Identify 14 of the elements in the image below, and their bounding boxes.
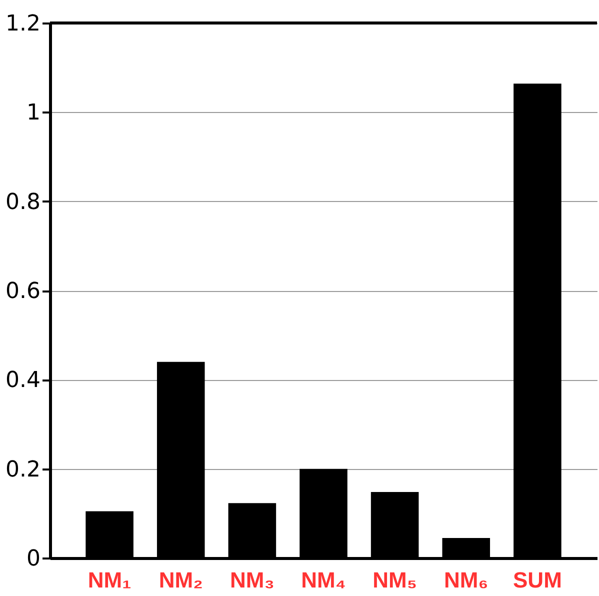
x-tick-label: NM₂ [158,568,203,592]
y-tick-label: 1 [26,100,40,126]
x-tick-label: NM₅ [372,568,417,592]
y-tick-label: 0.4 [6,368,40,394]
y-tick-label: 0 [26,546,40,572]
y-tick-label: 0.8 [6,190,40,215]
y-tick-label: 0.6 [6,279,40,304]
x-tick-label: NM₃ [230,568,274,592]
x-tick-label: SUM [513,568,562,592]
x-tick-label: NM₆ [444,568,488,592]
y-tick-label: 0.2 [6,457,40,482]
x-tick-label: NM₁ [88,568,132,592]
y-tick-label: 1.2 [6,12,40,36]
x-tick-label: NM₄ [301,568,346,592]
